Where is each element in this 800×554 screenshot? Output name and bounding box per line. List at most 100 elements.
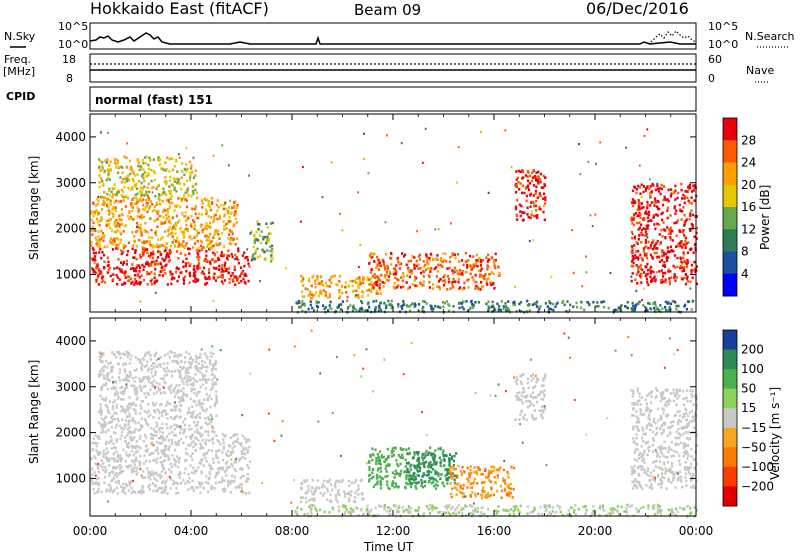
data-cell [387,486,390,490]
data-cell [155,351,158,355]
data-cell [520,382,523,386]
data-cell [377,467,380,470]
data-cell [647,283,650,287]
data-cell [684,219,687,223]
data-cell [422,260,425,263]
data-cell [189,362,192,365]
data-cell [135,368,138,371]
data-cell [221,451,224,454]
data-cell [182,232,185,236]
data-cell [490,271,493,274]
data-cell [110,387,113,390]
data-cell [358,276,361,279]
data-cell [137,358,140,361]
data-cell [198,262,201,265]
data-cell [396,259,399,263]
data-cell [244,457,247,460]
data-cell [494,266,497,270]
data-cell [175,240,178,243]
data-cell [196,266,199,269]
data-cell [185,242,188,245]
data-cell [675,245,678,248]
data-cell [256,255,259,259]
data-cell [178,375,181,379]
data-cell [173,178,177,181]
data-cell [103,423,106,426]
data-cell [108,441,111,445]
data-cell [443,464,446,467]
data-cell [392,285,395,289]
data-cell [350,490,353,493]
data-cell [467,286,470,289]
data-cell [107,209,110,212]
data-cell [192,266,196,270]
data-cell [640,264,643,267]
data-cell [369,453,372,457]
data-cell [370,256,373,259]
data-cell [519,214,522,218]
data-cell [107,483,110,486]
data-cell [159,456,162,459]
data-cell [460,472,463,475]
data-cell [111,417,114,421]
data-cell [117,362,120,366]
power-colorbar-tick: 4 [741,267,749,281]
data-cell [127,445,130,449]
data-cell [202,375,205,378]
data-cell [329,493,332,497]
data-cell [126,142,129,145]
data-cell [552,302,555,306]
data-cell [131,280,134,284]
data-cell [451,269,454,272]
data-cell [155,434,158,437]
data-cell [128,481,131,484]
data-cell [139,165,142,168]
data-cell [100,372,103,376]
data-cell [453,454,456,458]
data-cell [113,187,116,190]
data-cell [482,486,485,489]
data-cell [169,197,172,200]
data-cell [644,274,647,278]
data-cell [209,465,212,468]
data-cell [190,167,193,170]
data-cell [160,486,163,490]
data-cell [100,276,104,280]
data-cell [207,477,210,481]
data-cell [651,247,654,251]
data-cell [126,275,129,278]
data-cell [642,249,645,253]
data-cell [166,492,169,495]
data-cell [366,278,369,282]
data-cell [301,496,304,499]
data-cell [124,370,127,374]
data-cell [487,472,490,475]
data-cell [254,252,257,255]
data-cell [225,452,228,456]
data-cell [225,268,228,271]
data-cell [253,239,256,242]
data-cell [124,245,127,248]
data-cell [151,433,154,437]
data-cell [403,303,406,306]
data-cell [507,476,510,479]
data-cell [217,461,220,464]
data-cell [205,234,208,238]
data-cell [534,192,537,196]
data-cell [120,268,123,271]
data-cell [640,232,643,236]
data-cell [635,241,638,244]
data-cell [165,423,168,426]
data-cell [136,229,139,232]
data-cell [486,260,490,263]
data-cell [130,267,133,271]
data-cell [447,468,450,471]
data-cell [649,204,652,207]
data-cell [676,244,679,248]
data-cell [689,280,692,284]
data-cell [330,281,333,285]
data-cell [215,398,218,402]
data-cell [233,268,236,272]
power-colorbar-swatch [723,162,737,186]
data-cell [116,397,120,400]
